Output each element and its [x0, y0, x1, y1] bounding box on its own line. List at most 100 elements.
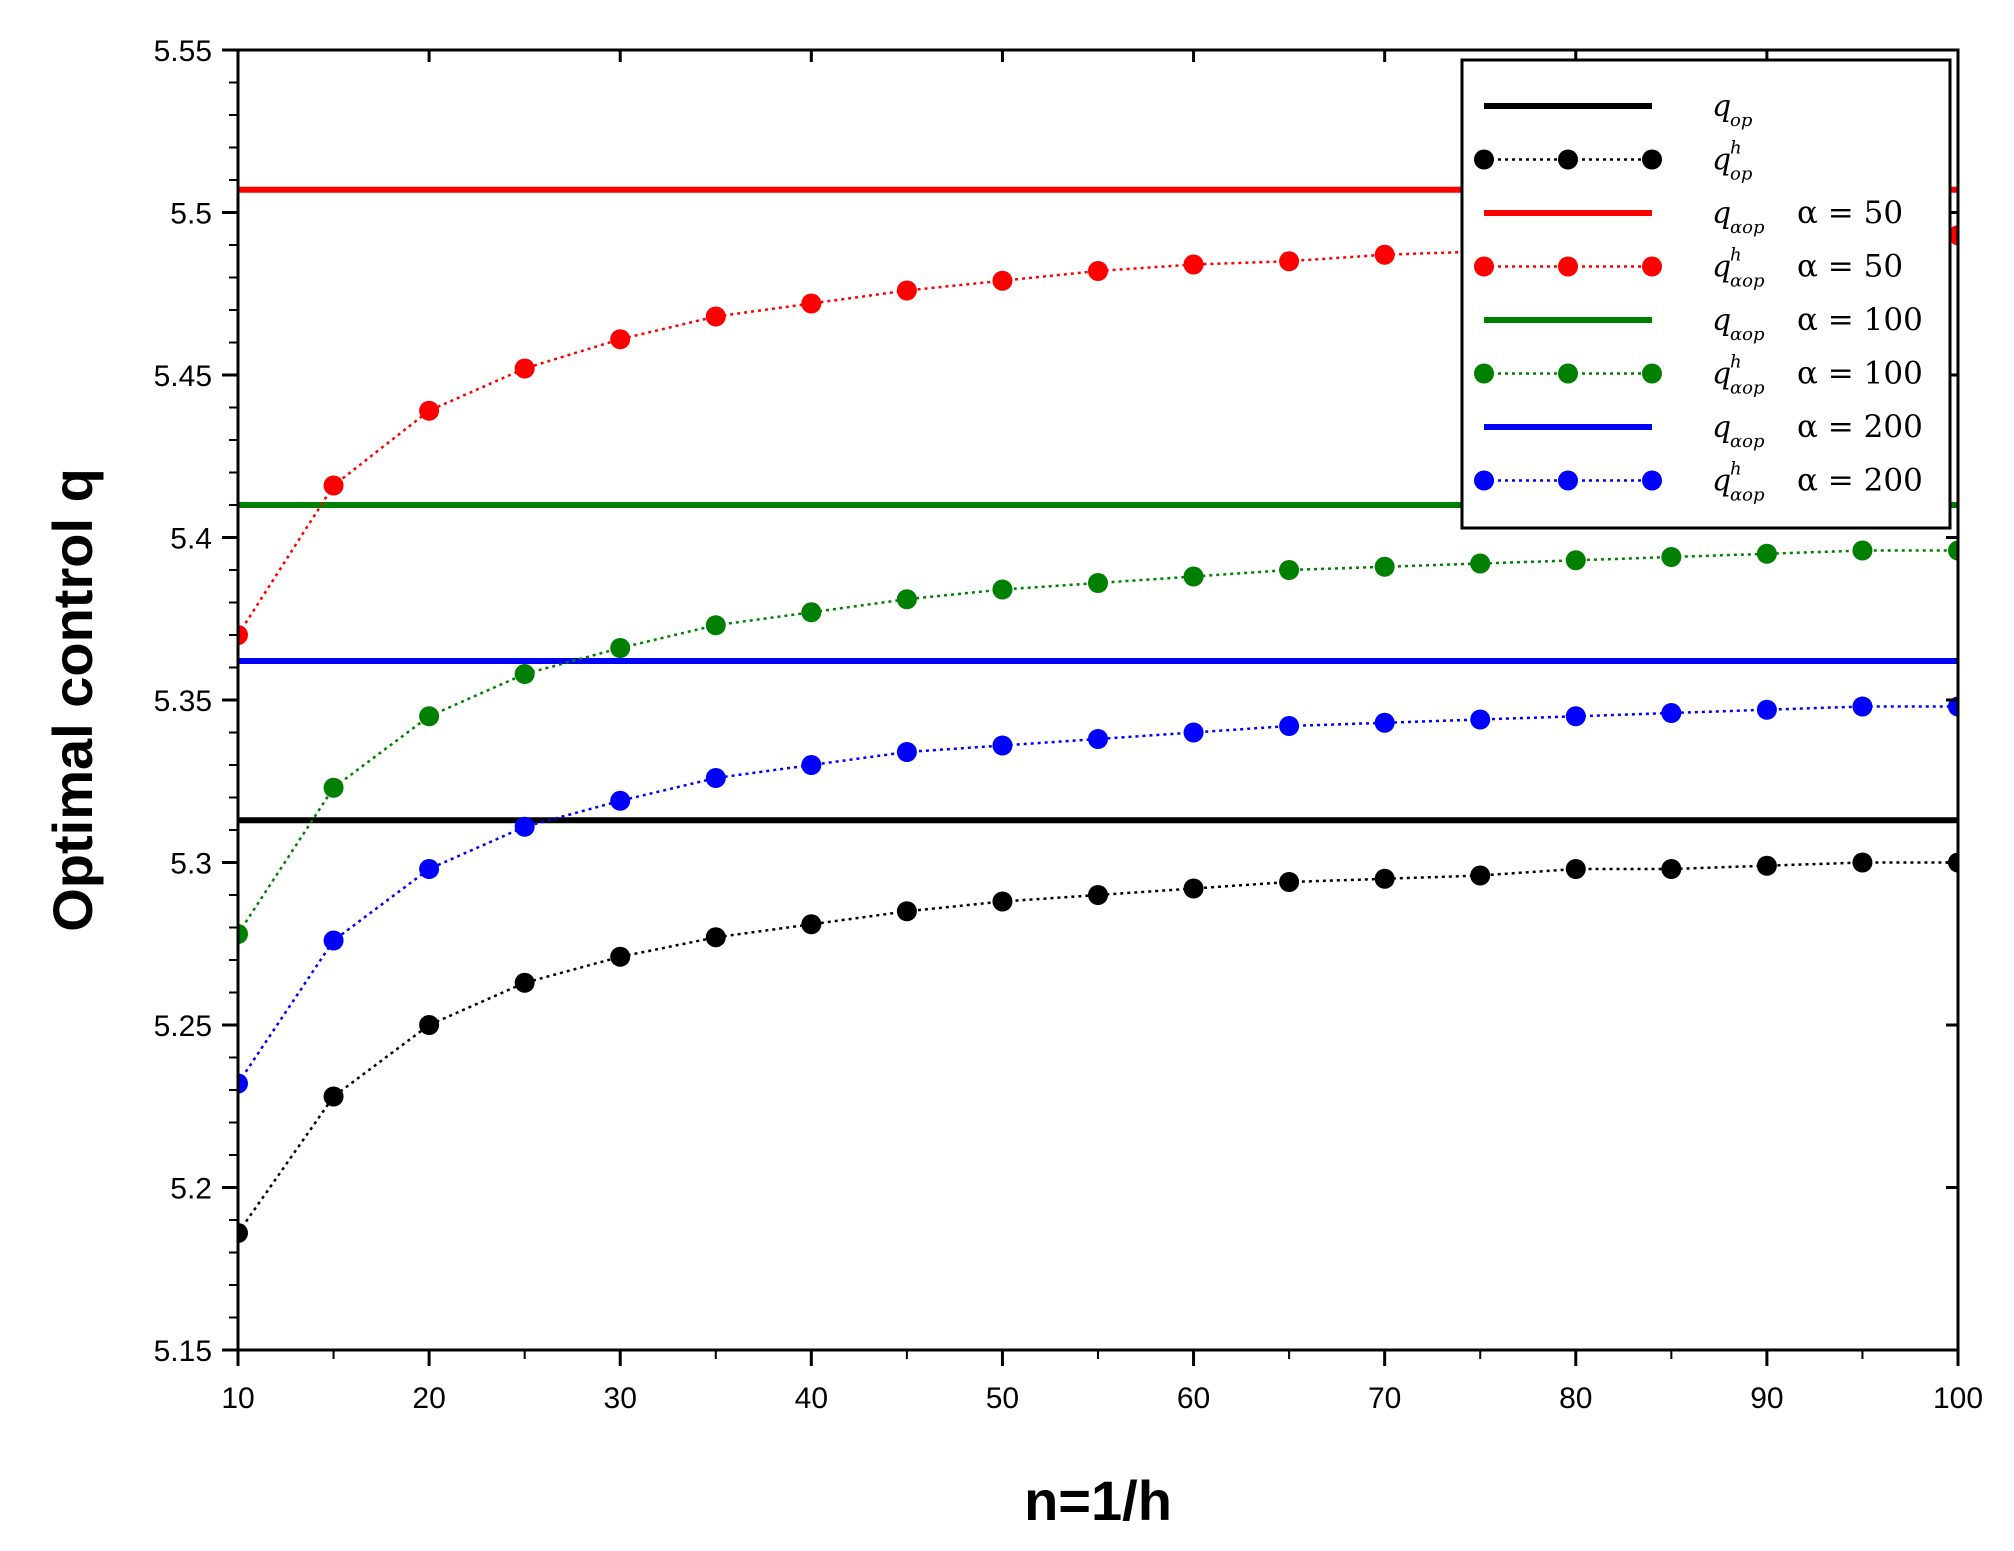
data-point-s3-15	[1661, 703, 1682, 723]
data-point-s0-3	[514, 972, 535, 993]
x-tick-label-2: 30	[604, 1382, 637, 1415]
data-point-s0-2	[419, 1015, 440, 1035]
y-tick-label-7: 5.5	[170, 198, 212, 231]
legend-symbol-6: q	[1712, 410, 1731, 445]
legend-marker-7-0	[1474, 470, 1494, 491]
y-axis-title: Optimal control q	[41, 468, 104, 932]
x-tick-label-0: 10	[221, 1382, 254, 1415]
legend-subscript-6: αop	[1730, 431, 1765, 452]
legend-alpha-3: α = 50	[1797, 249, 1903, 285]
data-point-s3-6	[801, 755, 822, 775]
x-tick-label-7: 80	[1559, 1382, 1592, 1415]
legend-alpha-2: α = 50	[1797, 195, 1903, 231]
legend-superscript-5: h	[1730, 352, 1742, 373]
data-point-s2-6	[801, 602, 822, 623]
data-point-s3-4	[610, 790, 631, 811]
data-point-s2-3	[514, 664, 535, 684]
legend-subscript-4: αop	[1730, 324, 1765, 345]
data-point-s3-7	[896, 742, 917, 762]
data-point-s2-7	[896, 589, 917, 610]
data-point-s2-4	[610, 638, 631, 658]
x-tick-label-5: 60	[1177, 1382, 1210, 1415]
data-point-s0-17	[1852, 852, 1873, 873]
x-tick-label-9: 100	[1933, 1382, 1983, 1415]
legend-symbol-5: q	[1712, 357, 1731, 392]
data-point-s2-16	[1756, 543, 1777, 564]
legend-symbol-1: q	[1712, 143, 1731, 178]
x-tick-label-8: 90	[1750, 1382, 1783, 1415]
data-point-s0-11	[1279, 872, 1300, 892]
data-point-s1-7	[896, 280, 917, 301]
data-point-s3-16	[1756, 699, 1777, 720]
data-point-s2-12	[1374, 556, 1395, 577]
legend-marker-3-1	[1558, 256, 1578, 277]
data-point-s1-3	[514, 358, 535, 379]
y-tick-label-8: 5.55	[154, 35, 212, 68]
data-point-s2-5	[705, 615, 726, 636]
legend-subscript-5: αop	[1730, 378, 1765, 399]
legend-symbol-2: q	[1712, 196, 1731, 231]
data-point-s3-18	[1948, 696, 1958, 717]
data-point-s1-2	[419, 400, 440, 421]
data-point-s1-10	[1183, 254, 1204, 275]
legend-marker-3-2	[1642, 256, 1662, 277]
legend-symbol-7: q	[1712, 464, 1731, 499]
data-point-s0-1	[323, 1086, 344, 1107]
legend-marker-7-1	[1558, 470, 1578, 491]
data-point-s3-14	[1565, 706, 1586, 727]
legend-subscript-3: αop	[1730, 271, 1765, 292]
data-point-s0-16	[1756, 855, 1777, 876]
axes: 10 20 30 40 50 60 70 80 90 100 5.15 5.2 5.25 5.3 5.35 5…	[154, 35, 1983, 1415]
data-point-s1-5	[705, 306, 726, 327]
data-point-s2-1	[323, 777, 344, 798]
data-point-s2-2	[419, 706, 440, 727]
data-point-s3-3	[514, 816, 535, 837]
data-point-s3-0	[238, 1073, 248, 1094]
legend-superscript-7: h	[1730, 459, 1742, 480]
plot-area	[238, 186, 1958, 1243]
data-point-s1-6	[801, 293, 822, 314]
legend-marker-1-1	[1558, 149, 1578, 170]
data-point-s3-10	[1183, 722, 1204, 743]
legend-marker-5-2	[1642, 363, 1662, 384]
data-point-s1-9	[1088, 261, 1108, 281]
data-point-s2-17	[1852, 540, 1873, 561]
data-point-s0-8	[992, 891, 1013, 912]
legend-subscript-7: αop	[1730, 485, 1765, 506]
legend-marker-1-0	[1474, 149, 1494, 170]
data-point-s0-4	[610, 946, 631, 967]
legend-subscript-0: op	[1730, 110, 1753, 131]
data-point-s3-12	[1374, 712, 1395, 733]
data-point-s2-9	[1088, 573, 1108, 593]
data-point-s1-8	[992, 270, 1013, 291]
y-tick-label-3: 5.3	[170, 848, 212, 881]
legend-marker-5-0	[1474, 363, 1494, 384]
x-tick-label-4: 50	[986, 1382, 1019, 1415]
data-point-s1-12	[1374, 244, 1395, 265]
legend-subscript-1: op	[1730, 164, 1753, 185]
data-point-s3-2	[419, 859, 440, 879]
data-point-s3-13	[1470, 709, 1491, 730]
data-point-s2-0	[238, 924, 248, 944]
data-point-s1-1	[323, 475, 344, 496]
y-tick-label-5: 5.4	[170, 523, 212, 556]
data-point-s2-10	[1183, 566, 1204, 587]
data-point-s3-11	[1279, 716, 1300, 736]
legend-subscript-2: αop	[1730, 217, 1765, 238]
legend-alpha-6: α = 200	[1797, 409, 1923, 445]
x-axis-title: n=1/h	[1024, 1469, 1172, 1532]
y-tick-label-0: 5.15	[154, 1335, 212, 1368]
x-tick-label-6: 70	[1368, 1382, 1401, 1415]
data-point-s2-8	[992, 579, 1013, 600]
data-point-s0-5	[705, 927, 726, 948]
data-point-s0-13	[1470, 865, 1491, 886]
series-line-0	[238, 861, 1958, 1234]
data-point-s0-0	[238, 1223, 248, 1243]
data-point-s0-12	[1374, 868, 1395, 889]
legend-marker-3-0	[1474, 256, 1494, 277]
plot-clip-group	[238, 186, 1958, 1243]
x-tick-label-3: 40	[795, 1382, 828, 1415]
y-tick-label-4: 5.35	[154, 685, 212, 718]
legend-alpha-4: α = 100	[1797, 302, 1923, 338]
data-point-s1-4	[610, 329, 631, 350]
